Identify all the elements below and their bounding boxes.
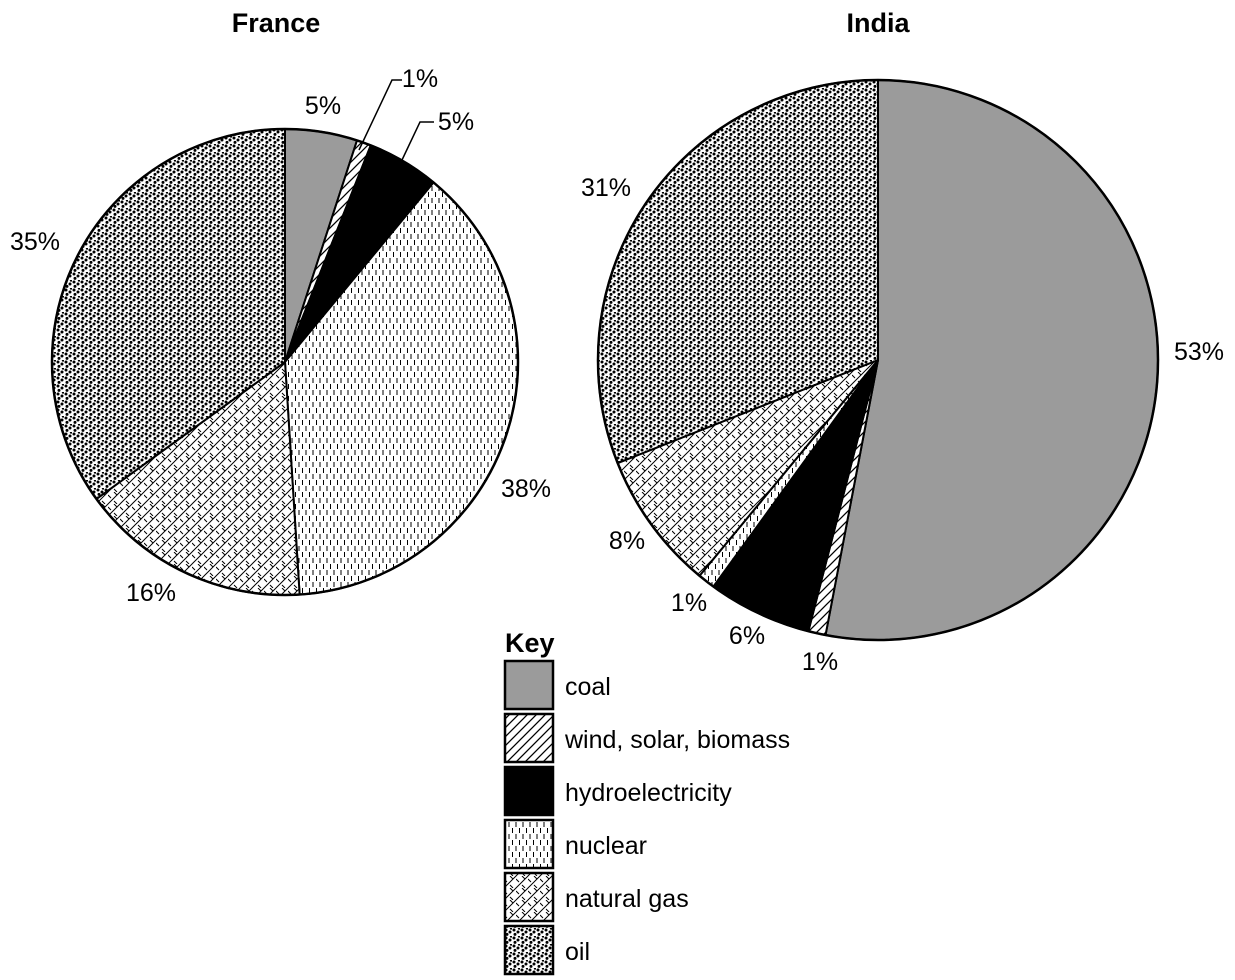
legend-item-wind-solar-biomass: wind, solar, biomass — [503, 712, 790, 764]
france-nuclear-label: 38% — [501, 475, 551, 503]
legend: Key coal wind, solar, biomass hydroelect… — [503, 628, 790, 976]
legend-title: Key — [505, 628, 555, 658]
legend-label-wind: wind, solar, biomass — [564, 726, 790, 754]
pie-india: India 53% 1% 6% 1% 8% 31% — [581, 8, 1224, 676]
legend-label-hydro: hydroelectricity — [565, 779, 732, 807]
india-wind-label: 1% — [802, 648, 838, 676]
legend-swatch-nuclear — [503, 818, 555, 870]
india-pie-outline — [596, 78, 1160, 642]
legend-swatch-gas — [503, 871, 555, 923]
legend-item-coal: coal — [503, 659, 611, 711]
france-hydro-label: 5% — [438, 108, 474, 136]
legend-swatch-coal — [503, 659, 555, 711]
france-wind-label: 1% — [402, 65, 438, 93]
france-hydro-leader — [401, 121, 434, 161]
india-oil-label: 31% — [581, 174, 631, 202]
india-nuclear-label: 1% — [671, 589, 707, 617]
legend-swatch-hydro — [503, 765, 555, 817]
legend-label-gas: natural gas — [565, 885, 689, 913]
chart-title-india: India — [846, 8, 910, 38]
france-wind-leader — [358, 79, 402, 151]
legend-item-natural-gas: natural gas — [503, 871, 689, 923]
pie-france: France 5% 1% 5% 38% 16% 35% — [10, 8, 551, 607]
legend-label-coal: coal — [565, 673, 611, 701]
legend-item-nuclear: nuclear — [503, 818, 647, 870]
india-gas-label: 8% — [609, 527, 645, 555]
france-coal-label: 5% — [305, 92, 341, 120]
india-coal-label: 53% — [1174, 338, 1224, 366]
france-oil-label: 35% — [10, 228, 60, 256]
legend-label-oil: oil — [565, 938, 590, 966]
legend-swatch-wind — [503, 712, 555, 764]
france-gas-label: 16% — [126, 579, 176, 607]
france-pie-outline — [50, 127, 520, 597]
legend-label-nuclear: nuclear — [565, 832, 647, 860]
chart-title-france: France — [232, 8, 321, 38]
legend-item-hydroelectricity: hydroelectricity — [503, 765, 732, 817]
legend-item-oil: oil — [503, 924, 590, 976]
legend-swatch-oil — [503, 924, 555, 976]
india-hydro-label: 6% — [729, 622, 765, 650]
